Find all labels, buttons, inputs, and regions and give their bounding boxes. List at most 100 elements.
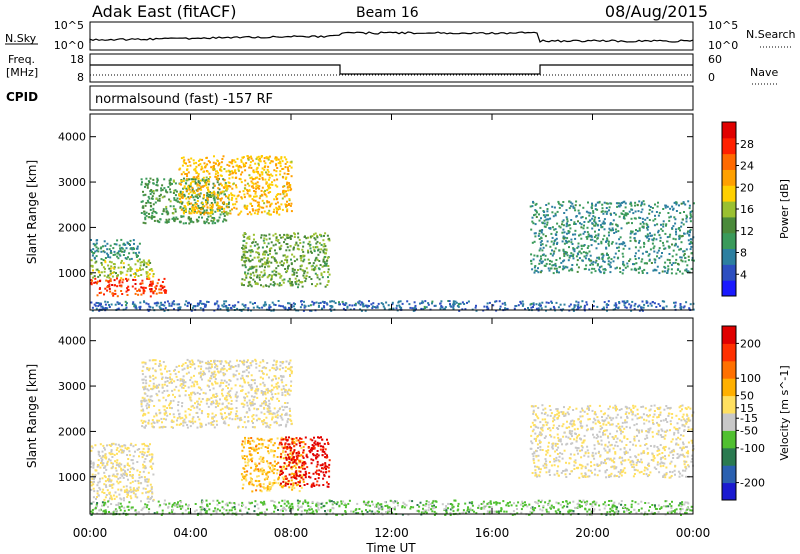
velocity-cell — [244, 426, 247, 429]
velocity-cell — [164, 380, 167, 383]
power-cell — [247, 258, 250, 260]
power-cell — [123, 250, 126, 253]
power-cell — [204, 199, 207, 202]
power-cell — [108, 287, 111, 290]
velocity-cell — [166, 407, 169, 409]
velocity-cell — [198, 397, 201, 400]
power-cell — [534, 235, 537, 238]
power-cell — [635, 262, 638, 265]
power-cell — [624, 206, 627, 209]
velocity-cell — [117, 488, 120, 491]
power-cell — [103, 251, 106, 254]
power-cell — [329, 300, 332, 303]
velocity-cell — [241, 478, 243, 481]
power-cell — [316, 276, 319, 279]
power-cell — [205, 201, 207, 204]
power-cell — [248, 189, 251, 192]
velocity-cell — [246, 359, 249, 362]
power-cell — [623, 215, 625, 218]
velocity-cell — [100, 460, 103, 462]
power-cell — [142, 194, 145, 197]
velocity-cell — [182, 424, 185, 427]
power-cell — [598, 268, 601, 271]
power-cell — [206, 170, 209, 173]
power-cell — [244, 207, 247, 209]
power-cell — [105, 279, 108, 282]
power-cell — [131, 302, 134, 305]
power-cell — [633, 217, 636, 220]
power-cell — [197, 177, 200, 180]
power-cell — [176, 217, 179, 220]
power-cell — [113, 271, 116, 274]
power-cell — [612, 260, 615, 263]
velocity-cell — [189, 398, 192, 401]
velocity-cell — [98, 455, 101, 457]
velocity-cell — [256, 389, 259, 392]
power-cell — [299, 265, 302, 268]
velocity-cell — [93, 476, 96, 479]
power-cell — [678, 204, 680, 207]
velocity-cell — [182, 421, 185, 424]
power-cell — [241, 255, 244, 258]
power-cell — [278, 273, 281, 276]
power-cell — [216, 193, 219, 196]
power-cell — [97, 270, 100, 272]
power-cell — [319, 233, 321, 236]
power-cell — [207, 178, 210, 181]
power-cell — [244, 271, 247, 274]
power-cell — [266, 173, 269, 176]
power-cell — [630, 202, 633, 205]
power-cell — [120, 261, 123, 264]
power-cell — [249, 301, 252, 304]
power-cell — [273, 273, 276, 276]
power-cell — [346, 305, 349, 308]
power-cell — [168, 179, 171, 182]
velocity-cell — [291, 465, 294, 468]
power-cell — [218, 207, 221, 210]
velocity-cell — [297, 483, 300, 486]
velocity-cell — [213, 375, 216, 378]
power-cell — [242, 190, 245, 193]
velocity-cell — [219, 370, 222, 373]
velocity-cell — [92, 464, 95, 467]
power-cell — [288, 182, 290, 185]
velocity-cell — [270, 384, 273, 387]
power-cell — [682, 254, 685, 257]
power-cell — [620, 242, 623, 245]
power-cell — [260, 189, 263, 192]
velocity-cell — [172, 413, 175, 416]
velocity-cell — [187, 386, 190, 389]
velocity-cell — [148, 375, 151, 378]
power-cell — [326, 303, 329, 306]
velocity-cell — [246, 365, 249, 368]
velocity-cell — [251, 404, 254, 407]
velocity-cell — [142, 361, 145, 364]
power-cell — [530, 260, 533, 262]
power-cell — [656, 223, 659, 226]
power-cell — [137, 260, 140, 263]
power-cell — [587, 201, 589, 204]
velocity-cell — [137, 482, 140, 485]
power-cell — [90, 281, 93, 284]
velocity-cell — [102, 488, 105, 491]
power-cell — [685, 268, 688, 271]
velocity-cell — [120, 489, 123, 492]
power-cell — [152, 292, 155, 295]
power-cell — [303, 304, 306, 307]
power-cell — [118, 244, 121, 247]
power-cell — [187, 217, 190, 220]
velocity-cell — [199, 371, 202, 374]
velocity-cell — [159, 360, 161, 363]
power-cell — [638, 304, 641, 307]
velocity-cell — [249, 446, 252, 449]
power-cell — [592, 305, 595, 308]
power-cell — [190, 202, 193, 205]
power-cell — [552, 264, 555, 267]
velocity-cell — [121, 445, 124, 448]
power-cell — [217, 171, 219, 174]
power-cell — [608, 209, 610, 212]
power-cell — [322, 239, 325, 242]
power-cell — [219, 182, 222, 185]
velocity-cell — [248, 384, 251, 387]
power-cell — [258, 187, 261, 190]
